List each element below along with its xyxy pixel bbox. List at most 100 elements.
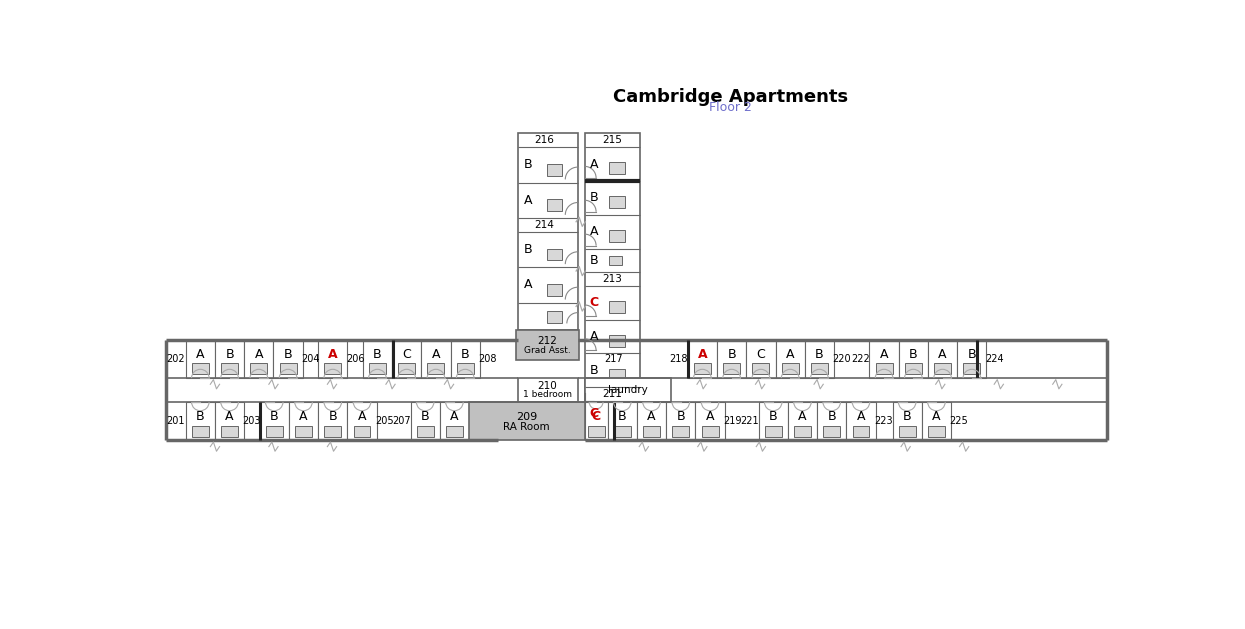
Bar [585,378,671,402]
Text: B: B [195,410,204,423]
Bar [758,402,788,440]
Text: C: C [591,410,600,423]
Text: Floor 2: Floor 2 [708,101,752,114]
Text: B: B [967,348,976,360]
Bar [687,340,717,378]
Bar [782,364,798,374]
Text: B: B [421,410,430,423]
Bar [788,402,817,440]
Text: B: B [828,410,837,423]
Text: A: A [195,348,204,360]
Text: B: B [769,410,778,423]
Bar [222,426,238,437]
Bar [324,426,341,437]
Text: A: A [706,410,715,423]
Text: Grad Asst.: Grad Asst. [524,346,571,355]
Bar [746,340,776,378]
Text: A: A [857,410,865,423]
Bar [392,340,421,378]
Bar [921,402,951,440]
Bar [869,340,899,378]
Bar [362,340,392,378]
Bar [696,402,725,440]
Bar [608,402,637,440]
Text: B: B [815,348,824,360]
Bar [609,196,625,208]
Text: B: B [270,410,279,423]
Bar [853,426,869,437]
Bar [893,402,921,440]
Bar [585,133,640,426]
Bar [457,364,473,374]
Text: A: A [697,348,707,360]
Text: B: B [589,364,598,377]
Bar [609,369,625,381]
Text: A: A [299,410,308,423]
Bar [295,426,312,437]
Bar [324,364,341,374]
Bar [547,164,563,175]
Bar [347,402,377,440]
Bar [451,340,479,378]
Text: 212: 212 [538,337,558,347]
Bar [609,301,625,313]
Text: 207: 207 [392,416,411,426]
Bar [614,426,631,437]
Bar [469,402,585,440]
Bar [547,199,563,211]
Text: 202: 202 [167,354,186,364]
Text: C: C [757,348,766,360]
Text: 222: 222 [850,354,869,364]
Bar [417,426,433,437]
Bar [899,426,915,437]
Bar [609,162,625,174]
Text: Cambridge Apartments: Cambridge Apartments [613,88,848,106]
Text: 213: 213 [603,274,622,284]
Bar [957,340,986,378]
Bar [804,340,834,378]
Text: C: C [589,407,599,420]
Text: laundry: laundry [608,385,647,395]
Text: A: A [327,348,337,360]
Bar [899,340,928,378]
Text: A: A [590,330,598,343]
Text: 225: 225 [950,416,969,426]
Text: A: A [590,157,598,170]
Text: 201: 201 [167,416,186,426]
Text: A: A [254,348,263,360]
Text: B: B [524,243,533,256]
Bar [215,402,244,440]
Bar [319,340,347,378]
Bar [585,402,608,440]
Text: 223: 223 [874,416,893,426]
Bar [609,230,625,242]
Text: RA Room: RA Room [503,422,550,432]
Bar [260,402,289,440]
Text: 205: 205 [375,416,393,426]
Text: 214: 214 [534,220,554,230]
Text: B: B [903,410,911,423]
Text: A: A [524,194,533,207]
Text: 1 bedroom: 1 bedroom [523,391,573,399]
Bar [398,364,415,374]
Text: B: B [618,410,626,423]
Bar [609,335,625,347]
Bar [518,133,578,330]
Bar [192,364,209,374]
Bar [644,426,660,437]
Bar [280,364,296,374]
Bar [186,402,215,440]
Text: C: C [402,348,411,360]
Text: 219: 219 [723,416,742,426]
Bar [928,340,957,378]
Text: A: A [225,410,234,423]
Bar [752,364,769,374]
Bar [427,364,444,374]
Bar [250,364,268,374]
Text: A: A [451,410,458,423]
Bar [823,426,840,437]
Text: A: A [357,410,366,423]
Text: A: A [432,348,441,360]
Bar [776,340,804,378]
Bar [847,402,875,440]
